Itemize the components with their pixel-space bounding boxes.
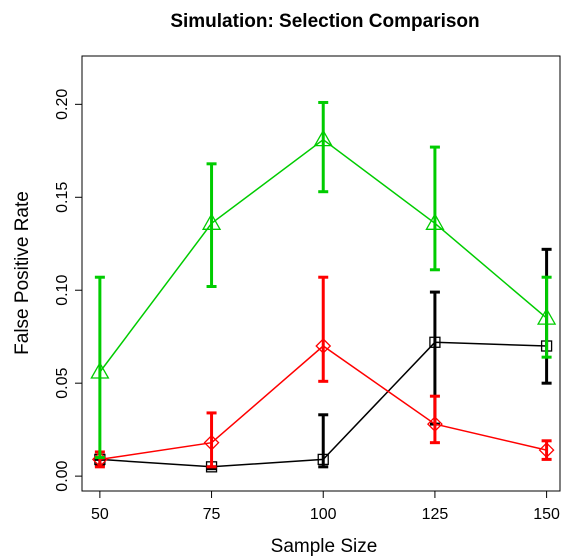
data-point-diamond [426, 416, 443, 432]
error-bar [318, 100, 329, 194]
error-bar [541, 275, 552, 359]
x-tick-label: 125 [422, 506, 449, 523]
data-point-diamond [538, 442, 555, 459]
x-tick-label: 75 [203, 506, 221, 523]
error-bar [206, 411, 217, 469]
error-bar [206, 162, 217, 289]
data-point-square [429, 336, 441, 348]
data-point-square [317, 453, 329, 466]
y-tick-label: 0.15 [54, 182, 71, 213]
y-tick-label: 0.20 [54, 89, 71, 120]
data-point-triangle [536, 307, 557, 325]
chart-title: Simulation: Selection Comparison [170, 11, 479, 32]
data-point-triangle [313, 129, 333, 147]
y-axis: 0.00 0.05 0.10 0.15 0.20 [54, 89, 83, 492]
error-bar [429, 394, 440, 445]
error-bar [318, 275, 329, 383]
y-tick-label: 0.10 [54, 275, 71, 306]
y-tick-label: 0.05 [54, 368, 71, 399]
x-axis: 50 75 100 125 150 [91, 490, 560, 523]
error-bar [318, 413, 329, 469]
data-point-diamond [203, 434, 220, 451]
data-point-triangle [201, 212, 222, 230]
series-2 [91, 275, 555, 469]
data-point-triangle [425, 212, 445, 230]
series-3 [90, 100, 557, 460]
data-point-triangle [90, 361, 110, 379]
y-axis-label: False Positive Rate [12, 191, 33, 355]
y-tick-label: 0.00 [54, 460, 71, 491]
x-tick-label: 100 [310, 506, 337, 523]
data-point-diamond [315, 338, 332, 354]
error-bar [429, 145, 440, 272]
error-bar [94, 275, 105, 460]
x-axis-label: Sample Size [271, 536, 378, 556]
x-tick-label: 150 [533, 506, 560, 523]
x-tick-label: 50 [91, 506, 109, 523]
series-layer [90, 100, 557, 473]
plot-frame [81, 55, 561, 492]
